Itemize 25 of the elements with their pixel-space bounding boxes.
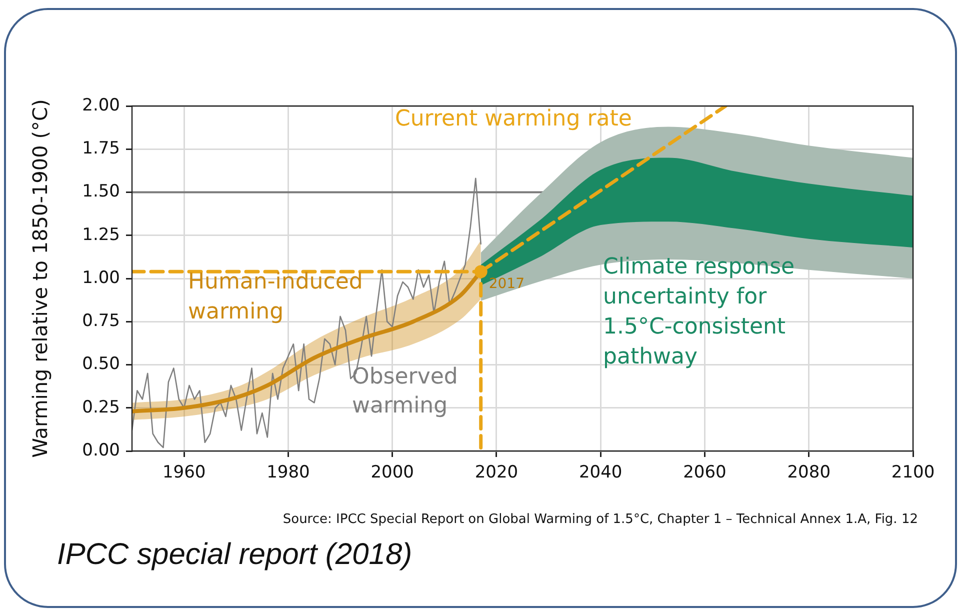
x-tick-label: 2000	[370, 462, 414, 483]
x-tick-label: 2080	[787, 462, 830, 483]
y-tick-label: 1.50	[82, 182, 120, 202]
source-note: Source: IPCC Special Report on Global Warming of 1.5°C, Chapter 1 – Technical Annex 1.A, Fig. 12	[282, 512, 918, 527]
y-tick-label: 0.75	[82, 311, 120, 332]
x-tick-label: 1980	[266, 462, 310, 483]
y-tick-label: 1.75	[82, 138, 120, 159]
text: IPCC special report (2018)	[57, 538, 412, 572]
annotation: 2017	[488, 276, 524, 292]
series-label: Current warming rate	[395, 106, 632, 132]
x-tick-label: 2040	[578, 462, 622, 483]
x-tick-label: 2020	[474, 462, 518, 483]
y-tick-label: 0.50	[82, 354, 120, 374]
series-label: Human-induced warming	[188, 270, 363, 325]
x-tick-label: 2100	[891, 462, 935, 483]
y-tick-label: 0.25	[82, 397, 120, 418]
y-tick-label: 0.00	[82, 440, 120, 460]
y-tick-label: 2.00	[82, 95, 120, 116]
legend-label: Climate response uncertainty for 1.5°C-consistent pathway	[603, 254, 795, 370]
x-tick-label: 2060	[683, 462, 726, 483]
series-label: Observed warming	[352, 364, 458, 419]
y-tick-label: 1.25	[82, 224, 120, 245]
y-axis-title: Warming relative to 1850-1900 (°C)	[28, 99, 52, 458]
y-tick-label: 1.00	[82, 268, 120, 288]
x-tick-label: 1960	[162, 462, 206, 483]
